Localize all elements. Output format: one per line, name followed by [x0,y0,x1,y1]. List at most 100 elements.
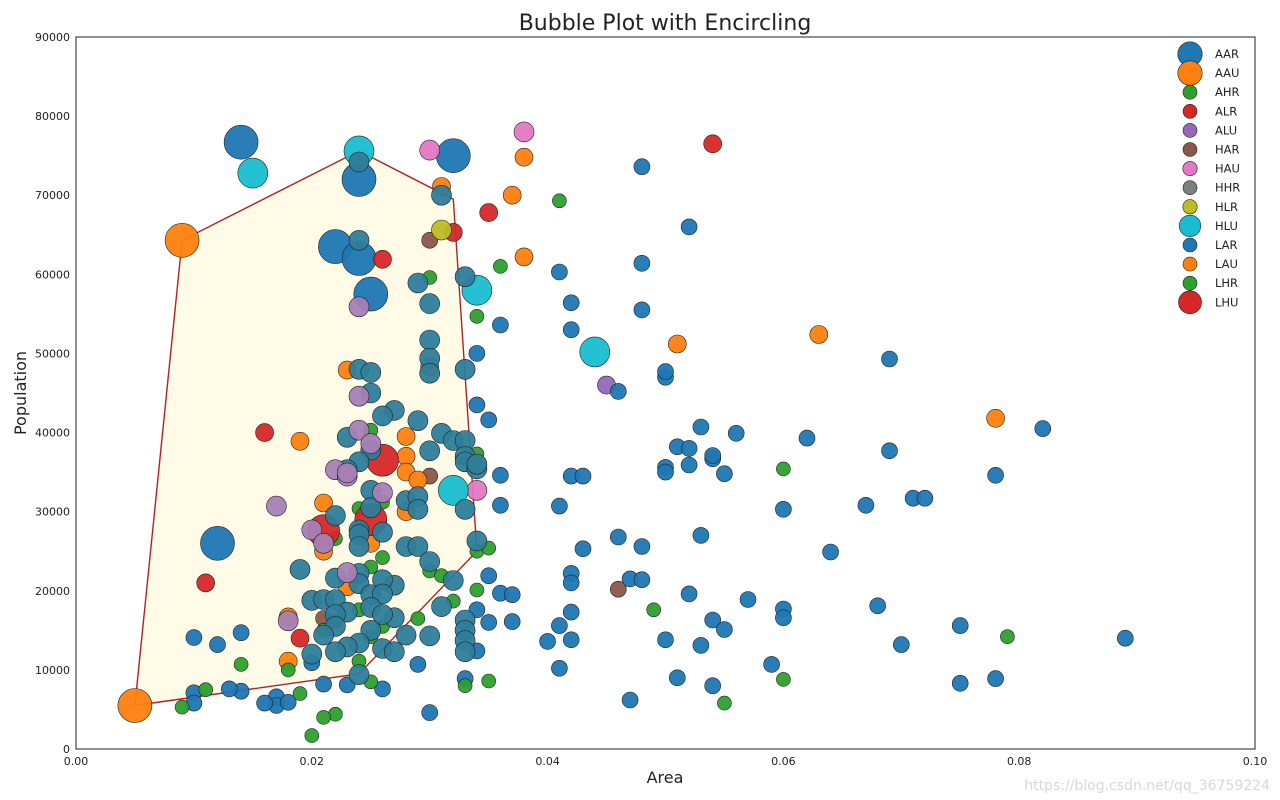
data-point-lau-5 [809,325,829,344]
x-tick-label: 0.10 [1243,755,1268,768]
data-point-mar-48 [372,583,393,605]
data-point-lar-62 [539,633,556,650]
data-point-mar-39 [407,536,429,557]
data-point-lar-54 [562,603,580,621]
data-point-lar-52 [704,611,722,629]
data-point-lar-71 [668,669,686,687]
data-point-lar-88 [209,636,226,653]
data-point-mpr-1 [348,385,370,407]
data-point-lar-94 [409,656,427,673]
legend-marker-hau [1182,161,1198,177]
data-point-lar-42 [822,543,839,561]
data-point-lar-55 [551,617,568,634]
data-point-aau-1 [117,688,153,723]
data-point-mar-4 [407,272,429,294]
data-point-lar-66 [892,636,910,653]
data-point-lau-11 [396,446,416,466]
legend-label-lhu: LHU [1215,295,1238,309]
data-point-mar-70 [454,641,476,663]
data-point-lhr-29 [457,678,473,694]
data-point-lhr-19 [646,602,662,618]
y-tick-label: 40000 [35,427,70,440]
data-point-mar-64 [301,643,323,665]
data-point-lhr-16 [469,582,485,598]
data-point-mar-6 [419,329,441,351]
data-point-alr-6 [290,628,310,648]
data-point-lhr-2 [469,308,485,324]
legend-label-lar: LAR [1215,238,1238,252]
data-point-mar-40 [466,530,488,552]
legend-label-hlr: HLR [1215,200,1238,214]
data-point-lar-83 [256,694,273,712]
data-point-mar-0 [348,151,370,173]
data-point-mar-66 [431,596,452,617]
data-point-lhr-31 [1000,629,1015,645]
data-point-lau-3 [514,247,534,267]
data-point-alr-4 [255,423,274,442]
data-point-alr-5 [196,573,215,593]
x-tick-label: 0.08 [1007,755,1032,768]
data-point-lhr-12 [375,550,390,565]
data-point-lhr-25 [280,662,296,678]
data-point-lar-6 [562,321,580,339]
data-point-aar-0 [223,124,259,160]
data-point-lhr-1 [493,259,508,274]
data-point-lar-13 [468,396,486,414]
data-point-lar-40 [692,527,710,544]
data-point-lar-60 [480,614,498,631]
data-point-mar-1 [431,184,452,206]
y-tick-labels: 0 10000 20000 30000 40000 50000 60000 70000 8000… [35,31,70,756]
data-point-aar-1 [435,138,471,173]
data-point-lar-46 [633,571,651,589]
legend-marker-lhu [1178,290,1202,315]
legend-label-hlu: HLU [1215,219,1238,233]
data-point-mar-3 [454,266,476,288]
data-point-lar-75 [621,691,639,709]
data-point-lar-14 [480,411,498,429]
data-point-lar-10 [657,363,674,380]
data-point-lar-15 [692,418,710,436]
data-point-hlu-3 [579,336,611,368]
data-point-mar-73 [383,641,405,663]
data-point-lar-91 [315,675,332,693]
data-point-lau-10 [396,427,416,446]
data-point-lar-11 [609,383,627,400]
data-point-lar-28 [574,467,592,485]
y-tick-label: 50000 [35,347,70,360]
data-point-mar-8 [419,362,441,384]
data-point-mar-74 [348,664,370,685]
data-point-lar-68 [1117,629,1134,647]
data-point-mar-22 [419,440,441,462]
data-point-lar-48 [739,591,757,608]
data-point-mpr-11 [336,562,358,583]
data-point-lar-3 [633,254,651,272]
x-tick-label: 0.02 [300,755,325,768]
data-point-lar-73 [951,674,969,692]
y-tick-label: 10000 [35,664,70,677]
data-point-mar-75 [466,453,488,475]
data-point-lar-8 [468,345,486,362]
data-point-lar-26 [716,465,733,483]
data-point-mpr-10 [313,532,334,554]
data-point-mar-14 [372,405,393,427]
data-point-lar-0 [633,158,651,175]
legend-label-alu: ALU [1215,123,1237,137]
data-point-lar-41 [574,540,592,558]
data-point-mar-5 [419,293,441,314]
data-point-alr-3 [373,249,392,269]
data-point-mar-37 [348,536,370,557]
legend-marker-alr [1182,104,1198,119]
legend-marker-lhr [1182,275,1198,291]
data-point-lar-64 [657,631,674,649]
data-point-lar-36 [551,497,568,515]
data-point-har-2 [609,580,627,598]
data-point-mar-72 [419,625,441,647]
legend-marker-hlr [1182,199,1198,215]
y-tick-label: 90000 [35,31,70,44]
data-point-lau-0 [514,147,534,167]
data-point-aau-0 [164,223,200,258]
data-point-lar-37 [492,496,509,514]
data-point-lhr-32 [776,672,791,687]
data-point-lhr-33 [198,682,213,698]
